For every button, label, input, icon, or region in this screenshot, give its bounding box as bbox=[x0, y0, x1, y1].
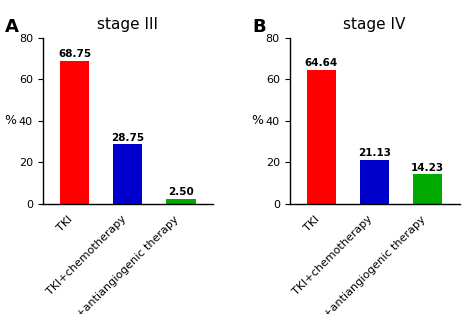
Title: stage IV: stage IV bbox=[344, 17, 406, 32]
Text: 28.75: 28.75 bbox=[111, 133, 145, 143]
Y-axis label: %: % bbox=[4, 114, 16, 127]
Y-axis label: %: % bbox=[251, 114, 263, 127]
Bar bbox=[166, 199, 196, 204]
Text: A: A bbox=[5, 18, 19, 36]
Title: stage III: stage III bbox=[97, 17, 158, 32]
Text: 21.13: 21.13 bbox=[358, 149, 391, 159]
Bar bbox=[60, 61, 89, 204]
Bar bbox=[113, 144, 142, 204]
Text: 2.50: 2.50 bbox=[168, 187, 194, 197]
Bar bbox=[360, 160, 389, 204]
Text: 68.75: 68.75 bbox=[58, 49, 91, 59]
Text: B: B bbox=[252, 18, 266, 36]
Bar bbox=[307, 70, 336, 204]
Bar bbox=[413, 175, 443, 204]
Text: 64.64: 64.64 bbox=[305, 58, 338, 68]
Text: 14.23: 14.23 bbox=[411, 163, 445, 173]
